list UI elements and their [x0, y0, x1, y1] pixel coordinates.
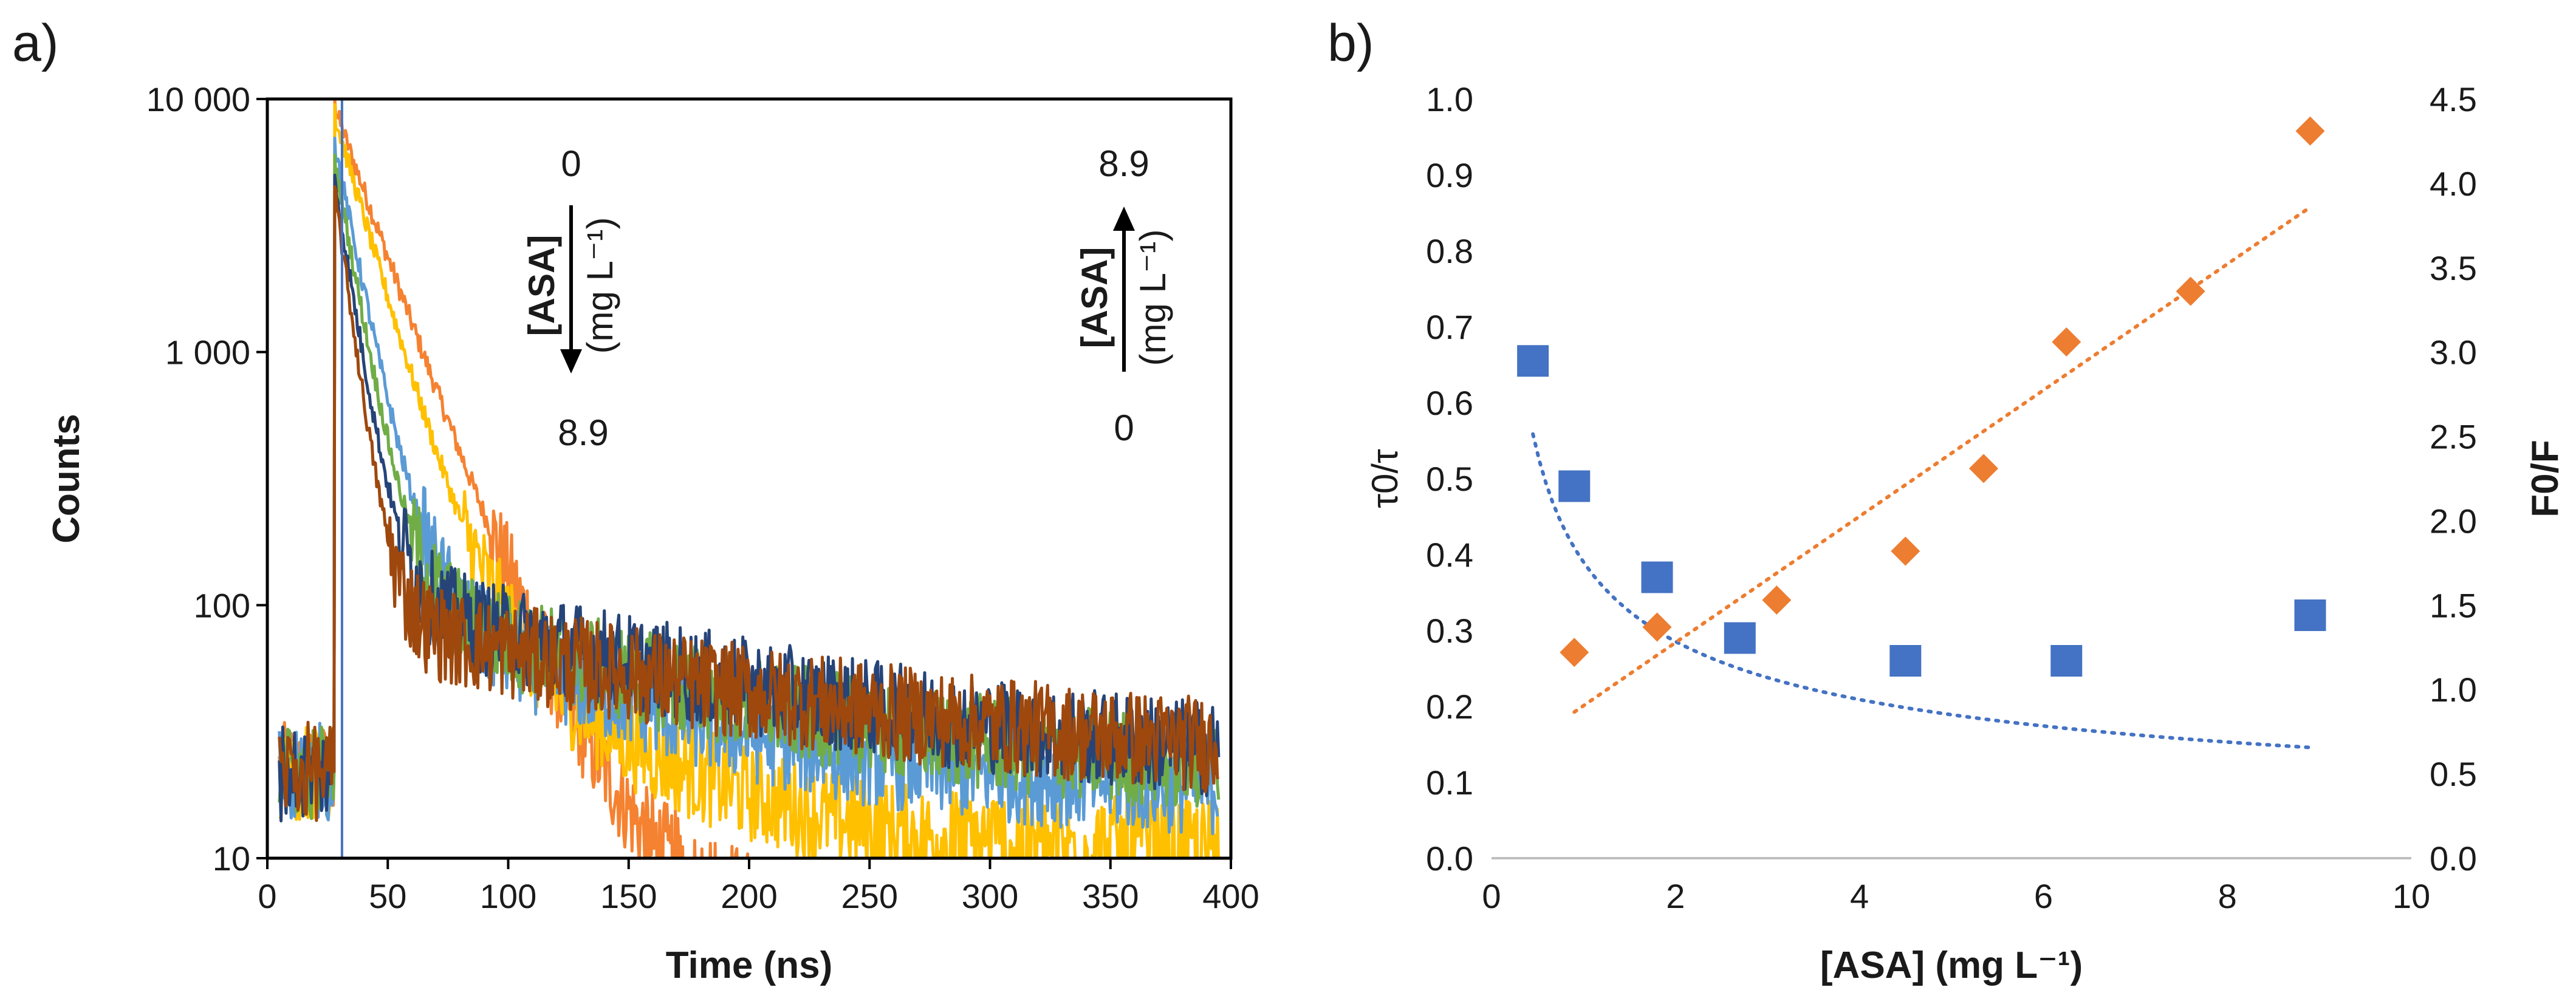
y-tick-label: 10 000	[146, 80, 250, 118]
tau-ratio-point	[1889, 645, 1922, 677]
x-tick-label: 150	[600, 877, 657, 915]
left-y-tick-label: 0.2	[1426, 688, 1473, 726]
annotation-top-value: 0	[561, 143, 581, 184]
annotation-asa-decreasing: 0 [ASA] (mg L⁻¹) 8.9	[521, 143, 620, 453]
panel-b-x-axis-label: [ASA] (mg L⁻¹)	[1820, 944, 2083, 986]
y-tick-label: 10	[213, 839, 250, 878]
annotation-asa-increasing: 8.9 [ASA] (mg L⁻¹) 0	[1074, 143, 1173, 448]
annotation-bottom-value: 8.9	[558, 412, 608, 453]
intensity-ratio-point	[1762, 585, 1792, 615]
panel-b-left-y-axis-label: τ0/τ	[1365, 449, 1405, 508]
x-tick-label: 100	[480, 877, 536, 915]
left-y-tick-label: 0.3	[1426, 612, 1473, 650]
panel-b-left-y-ticks: 0.0 0.1 0.2 0.3 0.4 0.5 0.6 0.7 0.8 0.9 1.0	[1426, 80, 1473, 878]
tau-ratio-point	[2294, 599, 2326, 631]
panel-a-label: a)	[12, 14, 58, 72]
panel-a-x-ticks: 0 50 100 150 200 250 300 350 400	[258, 858, 1259, 915]
left-y-tick-label: 1.0	[1426, 80, 1473, 118]
left-y-tick-label: 0.6	[1426, 384, 1473, 422]
intensity-ratio-point	[1560, 638, 1589, 667]
panel-a-decay-curves	[278, 99, 1221, 858]
intensity-ratio-point	[1968, 454, 1998, 483]
fit-line-intensity-ratio	[1572, 205, 2312, 714]
left-y-tick-label: 0.8	[1426, 232, 1473, 270]
panel-a-y-ticks: 10 100 1 000 10 000	[146, 80, 267, 878]
left-y-tick-label: 0.1	[1426, 763, 1473, 802]
y-tick-label: 1 000	[165, 333, 250, 372]
x-tick-label: 300	[962, 877, 1018, 915]
x-tick-label: 250	[841, 877, 898, 915]
right-y-tick-label: 3.0	[2430, 333, 2477, 372]
tau-ratio-point	[1724, 622, 1756, 654]
x-tick-label: 6	[2034, 877, 2053, 915]
left-y-tick-label: 0.0	[1426, 839, 1473, 878]
panel-b-right-y-axis-label: F0/F	[2524, 440, 2566, 517]
x-tick-label: 10	[2393, 877, 2430, 915]
tau-ratio-point	[1558, 470, 1591, 502]
panel-b-markers	[1517, 116, 2326, 677]
right-y-tick-label: 2.5	[2430, 418, 2477, 456]
panel-b: b) 0 2 4 6 8 10 0.00.10.20.30.40.50.60.70.80.…	[1327, 14, 2566, 986]
x-tick-label: 0	[258, 877, 276, 915]
annotation-label: [ASA]	[521, 235, 562, 336]
left-y-tick-label: 0.7	[1426, 308, 1473, 346]
arrow-down-icon	[560, 349, 582, 374]
right-y-tick-label: 2.0	[2430, 502, 2477, 540]
right-y-tick-label: 3.5	[2430, 249, 2477, 287]
right-y-tick-label: 1.0	[2430, 671, 2477, 709]
annotation-top-value: 8.9	[1098, 143, 1149, 184]
tau-ratio-point	[1517, 345, 1549, 377]
left-y-tick-label: 0.9	[1426, 156, 1473, 194]
intensity-ratio-point	[2176, 276, 2205, 306]
right-y-tick-label: 1.5	[2430, 586, 2477, 624]
decay-curve-1	[278, 99, 761, 858]
right-y-tick-label: 4.0	[2430, 165, 2477, 203]
intensity-ratio-point	[2295, 116, 2325, 146]
intensity-ratio-point	[1891, 536, 1920, 566]
tau-ratio-point	[2050, 645, 2083, 677]
right-y-tick-label: 0.0	[2430, 839, 2477, 878]
x-tick-label: 50	[369, 877, 406, 915]
x-tick-label: 8	[2218, 877, 2237, 915]
y-tick-label: 100	[194, 586, 250, 624]
panel-b-right-y-ticks: 0.0 0.5 1.0 1.5 2.0 2.5 3.0 3.5 4.0 4.5	[2430, 80, 2477, 878]
x-tick-label: 2	[1666, 877, 1685, 915]
panel-b-x-ticks: 0 2 4 6 8 10	[1482, 877, 2430, 915]
annotation-label: [ASA]	[1074, 247, 1115, 349]
tau-ratio-point	[1641, 561, 1673, 593]
intensity-ratio-point	[1642, 612, 1672, 642]
x-tick-label: 400	[1202, 877, 1259, 915]
right-y-tick-label: 0.5	[2430, 755, 2477, 793]
annotation-unit: (mg L⁻¹)	[580, 217, 620, 354]
x-tick-label: 4	[1850, 877, 1869, 915]
annotation-unit: (mg L⁻¹)	[1132, 230, 1173, 366]
panel-a-x-axis-label: Time (ns)	[666, 944, 832, 986]
panel-b-label: b)	[1327, 14, 1374, 72]
x-tick-label: 200	[721, 877, 777, 915]
left-y-tick-label: 0.4	[1426, 536, 1473, 574]
x-tick-label: 0	[1482, 877, 1501, 915]
decay-curve-6	[278, 185, 1220, 822]
annotation-bottom-value: 0	[1114, 408, 1134, 448]
left-y-tick-label: 0.5	[1426, 460, 1473, 498]
right-y-tick-label: 4.5	[2430, 80, 2477, 118]
panel-a-y-axis-label: Counts	[46, 414, 87, 544]
arrow-up-icon	[1113, 207, 1135, 231]
x-tick-label: 350	[1082, 877, 1139, 915]
intensity-ratio-point	[2052, 327, 2081, 357]
